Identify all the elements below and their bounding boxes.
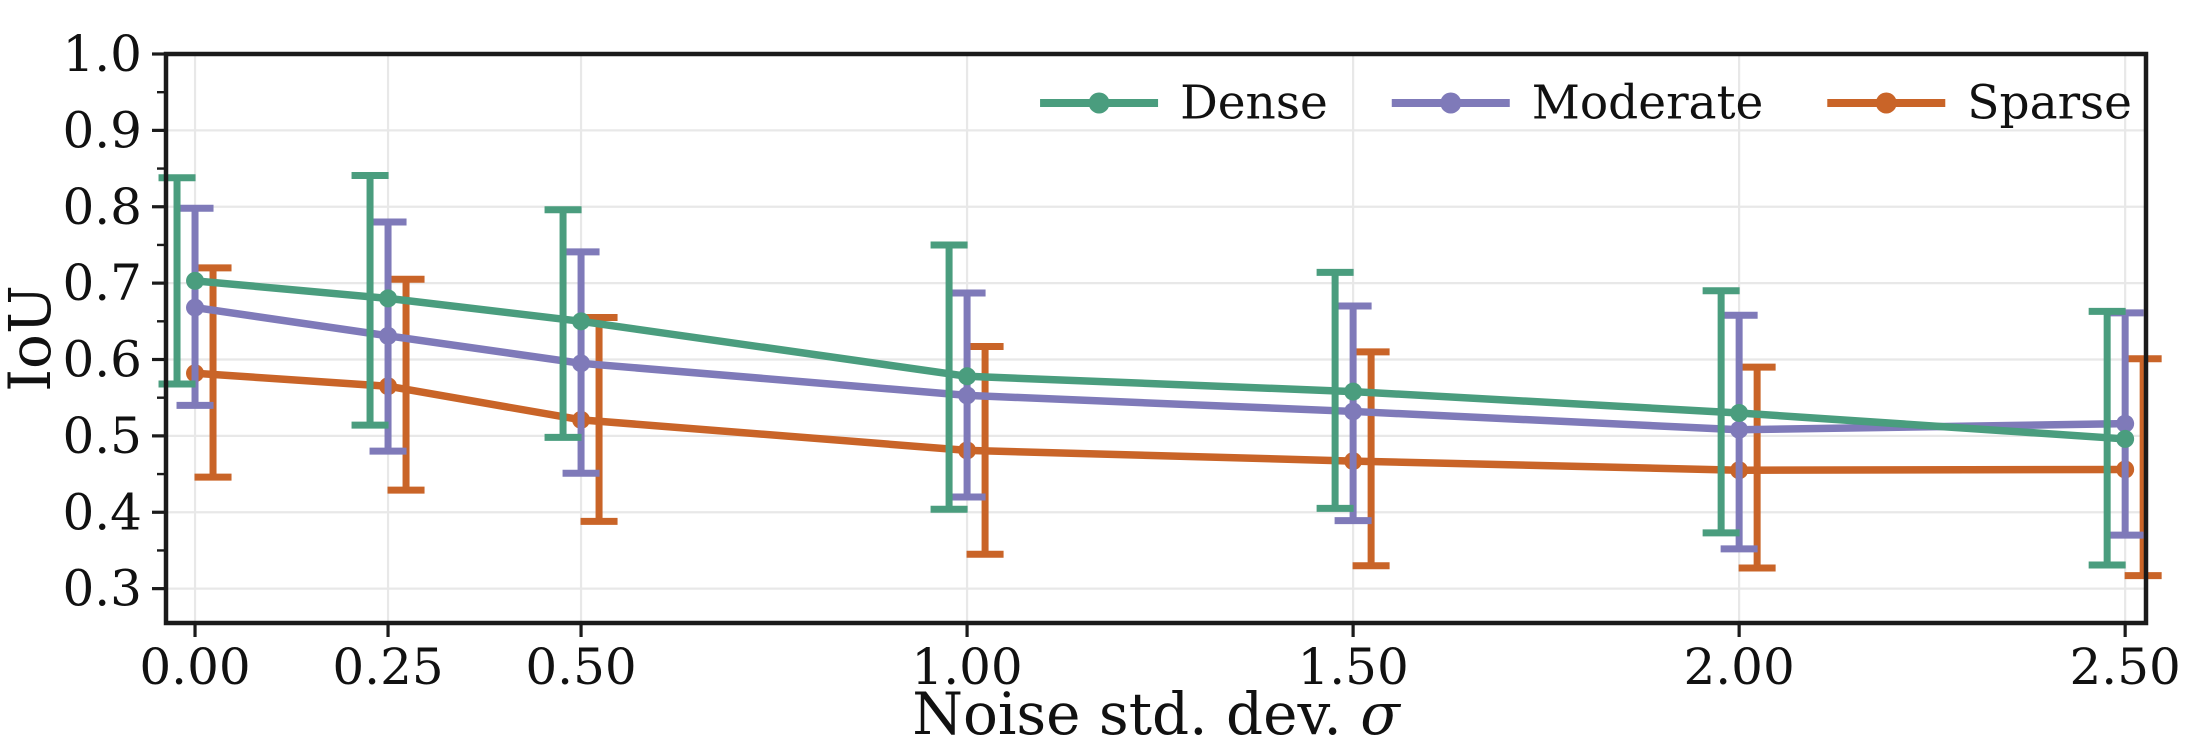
legend-label: Sparse <box>1967 76 2132 131</box>
data-point-marker <box>2116 414 2135 433</box>
legend-marker <box>1440 92 1462 114</box>
x-tick-label: 0.00 <box>139 638 250 696</box>
y-tick-label: 0.3 <box>62 560 142 618</box>
data-point-marker <box>186 271 205 290</box>
legend-entry-moderate: Moderate <box>1391 76 1764 131</box>
x-tick-label: 0.25 <box>332 638 443 696</box>
data-point-marker <box>958 386 977 405</box>
data-point-marker <box>1344 382 1363 401</box>
series-moderate <box>176 204 2144 553</box>
data-point-marker <box>379 326 398 345</box>
series-markers <box>186 298 2135 439</box>
legend-label: Moderate <box>1532 76 1764 131</box>
legend-marker <box>1088 92 1110 114</box>
legend: Dense Moderate Sparse <box>1040 76 2132 131</box>
data-point-marker <box>958 367 977 386</box>
x-tick-label: 2.00 <box>1683 638 1794 696</box>
y-tick-label: 0.7 <box>62 254 142 312</box>
x-tick-label: 0.50 <box>525 638 636 696</box>
legend-marker <box>1875 92 1897 114</box>
legend-entry-dense: Dense <box>1040 76 1328 131</box>
data-point-marker <box>379 289 398 308</box>
data-point-marker <box>1344 402 1363 421</box>
y-tick-label: 0.4 <box>62 483 142 541</box>
data-point-marker <box>1730 420 1749 439</box>
x-tick-label: 1.50 <box>1297 638 1408 696</box>
y-tick-labels: 0.3 0.4 0.5 0.6 0.7 0.8 0.9 1.0 <box>62 25 142 618</box>
y-axis-label: IoU <box>0 285 64 392</box>
data-point-marker <box>572 354 591 373</box>
data-point-marker <box>186 298 205 317</box>
series-markers <box>186 271 2135 448</box>
data-point-marker <box>2116 429 2135 448</box>
legend-label: Dense <box>1180 76 1328 131</box>
series-dense <box>158 171 2135 569</box>
data-point-marker <box>572 312 591 331</box>
data-point-marker <box>1730 403 1749 422</box>
x-tick-label: 1.00 <box>911 638 1022 696</box>
y-tick-label: 0.5 <box>62 407 142 465</box>
x-tick-labels: 0.00 0.25 0.50 1.00 1.50 2.00 2.50 <box>139 638 2180 696</box>
x-axis-label: Noise std. dev. σ <box>912 680 1401 748</box>
y-tick-label: 0.8 <box>62 178 142 236</box>
x-tick-label: 2.50 <box>2069 638 2180 696</box>
ticks <box>152 52 2127 637</box>
legend-entry-sparse: Sparse <box>1827 76 2132 131</box>
y-tick-label: 1.0 <box>62 25 142 83</box>
y-tick-label: 0.6 <box>62 331 142 389</box>
y-tick-label: 0.9 <box>62 101 142 159</box>
axes-frame <box>163 51 2149 626</box>
